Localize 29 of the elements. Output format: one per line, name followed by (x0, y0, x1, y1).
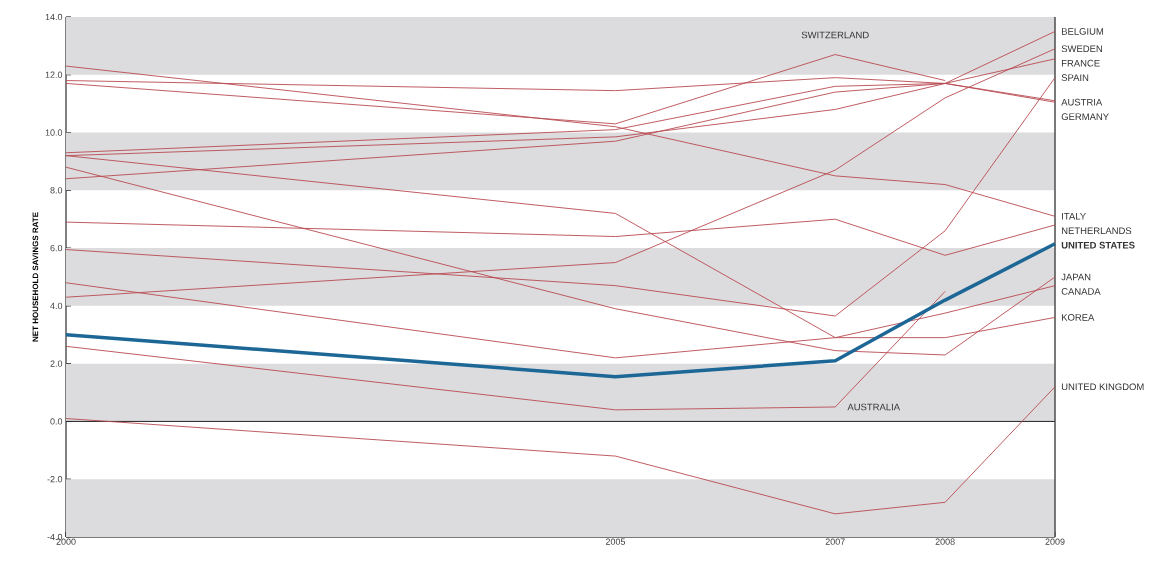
x-tick-label: 2007 (825, 538, 845, 545)
series-label: ITALY (1062, 213, 1086, 220)
x-tick-label: 2005 (605, 538, 626, 545)
y-tick-label: 2.0 (50, 360, 63, 367)
y-tick-label: 8.0 (50, 187, 63, 194)
series-label: SPAIN (1061, 74, 1089, 81)
series-label: AUSTRIA (1061, 98, 1103, 106)
y-tick-label: 4.0 (50, 302, 63, 310)
series-label: BELGIUM (1061, 28, 1104, 35)
series-label: SWEDEN (1061, 45, 1102, 53)
y-tick-label: 14.0 (45, 13, 63, 21)
series-label: UNITED KINGDOM (1061, 383, 1144, 391)
y-tick-label: -2.0 (47, 476, 63, 483)
series-label: NETHERLANDS (1061, 227, 1132, 235)
y-tick-label: 6.0 (50, 244, 63, 252)
y-tick-label: 0.0 (50, 418, 63, 425)
x-tick-label: 2009 (1045, 538, 1065, 545)
series-label: CANADA (1061, 288, 1101, 295)
series-label: KOREA (1061, 314, 1095, 321)
x-tick-label: 2008 (935, 538, 955, 545)
y-tick-label: 10.0 (45, 129, 63, 136)
x-tick-label: 2000 (56, 538, 76, 545)
text: SWITZERLAND (801, 31, 869, 39)
series-label: JAPAN (1061, 273, 1091, 281)
y-tick-label: 12.0 (45, 71, 63, 78)
series-label: UNITED STATES (1061, 241, 1135, 249)
series-label: FRANCE (1061, 59, 1100, 67)
series-label: AUSTRALIA (847, 403, 901, 411)
series-label: GERMANY (1061, 113, 1109, 120)
